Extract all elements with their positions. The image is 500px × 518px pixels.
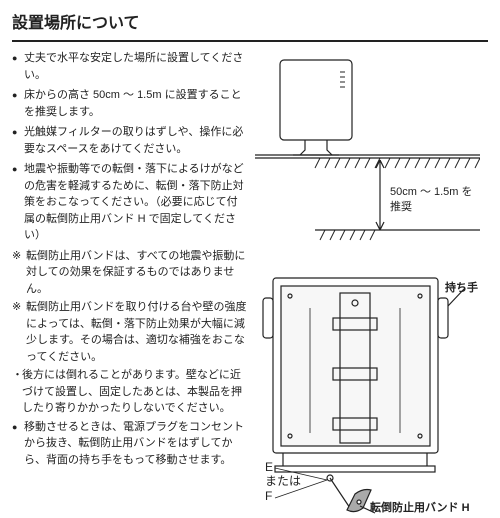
bullet-item: 地震や振動等での転倒・落下によるけがなどの危害を軽減するために、転倒・落下防止対… (12, 161, 247, 244)
ef-label-or: または (265, 474, 301, 488)
ef-label-f: F (265, 489, 272, 503)
sublist: 後方には倒れることがあります。壁などに近づけて設置し、固定したあとは、本製品を押… (12, 367, 247, 417)
band-label: 転倒防止用バンド H (370, 500, 470, 517)
ef-labels: E または F (265, 460, 301, 503)
bullet-item: 床からの高さ 50cm ～ 1.5m に設置することを推奨します。 (12, 87, 247, 120)
height-label-line2: 推奨 (390, 201, 412, 213)
figure-column: 50cm ～ 1.5m を 推奨 (255, 50, 480, 518)
content-container: 丈夫で水平な安定した場所に設置してください。 床からの高さ 50cm ～ 1.5… (12, 50, 488, 518)
bullet-item: 丈夫で水平な安定した場所に設置してください。 (12, 50, 247, 83)
sublist-item: 後方には倒れることがあります。壁などに近づけて設置し、固定したあとは、本製品を押… (12, 367, 247, 417)
placement-diagram (255, 50, 480, 250)
title-rule (12, 40, 488, 42)
note-item: 転倒防止用バンドは、すべての地震や振動に対しての効果を保証するものではありません… (12, 248, 247, 298)
ef-label-e: E (265, 460, 273, 474)
bullet-list: 丈夫で水平な安定した場所に設置してください。 床からの高さ 50cm ～ 1.5… (12, 50, 247, 244)
bullet-list-2: 移動させるときは、電源プラグをコンセントから抜き、転倒防止用バンドをはずしてから… (12, 419, 247, 469)
bullet-item: 光触媒フィルターの取りはずしや、操作に必要なスペースをあけてください。 (12, 124, 247, 157)
note-item: 転倒防止用バンドを取り付ける台や壁の強度によっては、転倒・落下防止効果が大幅に減… (12, 299, 247, 365)
height-label-line1: 50cm ～ 1.5m を (390, 186, 473, 198)
page-title: 設置場所について (12, 12, 488, 36)
text-column: 丈夫で水平な安定した場所に設置してください。 床からの高さ 50cm ～ 1.5… (12, 50, 247, 518)
height-label: 50cm ～ 1.5m を 推奨 (390, 185, 473, 216)
bullet-item: 移動させるときは、電源プラグをコンセントから抜き、転倒防止用バンドをはずしてから… (12, 419, 247, 469)
handle-label: 持ち手 (445, 280, 478, 297)
